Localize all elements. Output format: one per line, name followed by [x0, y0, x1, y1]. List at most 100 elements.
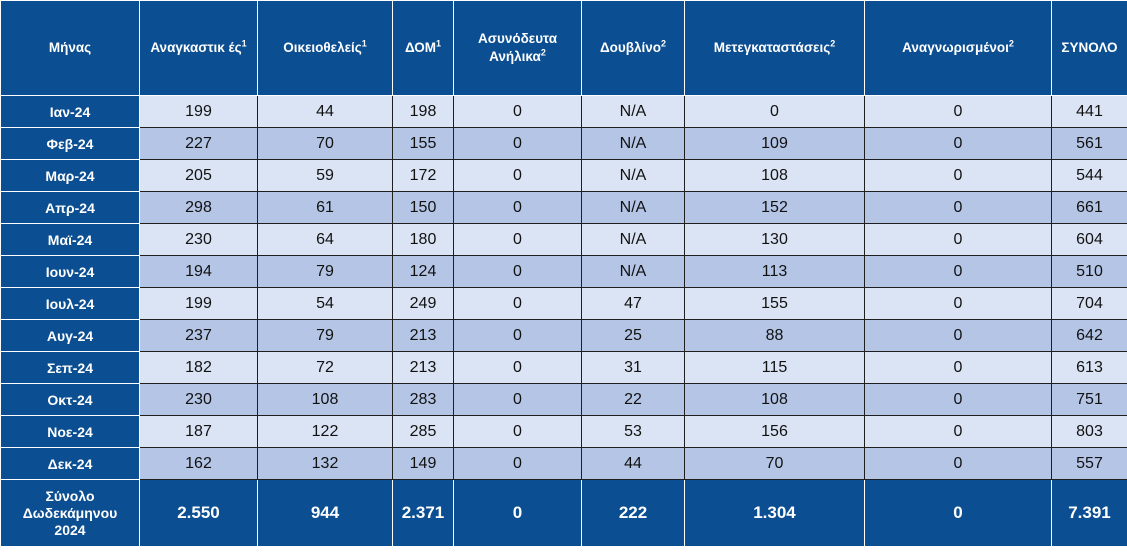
table-cell: 0 — [864, 319, 1052, 352]
table-cell: 70 — [684, 447, 865, 480]
col-header-dublin: Δουβλίνο2 — [581, 0, 685, 96]
table-cell: 72 — [257, 351, 393, 384]
col-header-recognized-label: Αναγνωρισμένοι — [902, 40, 1009, 55]
table-cell: 108 — [684, 383, 865, 416]
table-row: Μαρ-24 205 59 172 0 N/A 108 0 544 — [0, 159, 1127, 192]
table-cell: 0 — [453, 191, 582, 224]
col-header-forced-note: 1 — [241, 38, 247, 49]
table-cell: N/A — [581, 255, 685, 288]
total-cell: 2.371 — [392, 479, 454, 547]
table-cell: 108 — [257, 383, 393, 416]
table-cell: 152 — [684, 191, 865, 224]
table-row: Ιαν-24 199 44 198 0 N/A 0 0 441 — [0, 95, 1127, 128]
table-cell: 199 — [139, 95, 258, 128]
table-cell: 0 — [453, 287, 582, 320]
col-header-dom-note: 1 — [436, 38, 442, 49]
col-header-voluntary-note: 1 — [361, 38, 367, 49]
col-header-voluntary-label: Οικειοθελείς — [283, 40, 362, 55]
row-month-label: Φεβ-24 — [0, 127, 140, 160]
table-cell: 510 — [1051, 255, 1127, 288]
table-cell: 0 — [864, 351, 1052, 384]
table-cell: 155 — [684, 287, 865, 320]
table-cell: 642 — [1051, 319, 1127, 352]
table-cell: 0 — [864, 447, 1052, 480]
row-month-label: Ιαν-24 — [0, 95, 140, 128]
table-cell: 0 — [453, 255, 582, 288]
total-cell: 1.304 — [684, 479, 865, 547]
table-row: Ιουν-24 194 79 124 0 N/A 113 0 510 — [0, 255, 1127, 288]
col-header-relocations-label: Μετεγκαταστάσεις — [713, 40, 831, 55]
table-cell: 25 — [581, 319, 685, 352]
table-row: Σεπ-24 182 72 213 0 31 115 0 613 — [0, 351, 1127, 384]
row-month-label: Δεκ-24 — [0, 447, 140, 480]
table-cell: 0 — [864, 255, 1052, 288]
col-header-total-label: ΣΥΝΟΛΟ — [1061, 40, 1118, 55]
total-row: Σύνολο Δωδεκάμηνου 2024 2.550 944 2.371 … — [0, 479, 1127, 547]
total-label-line3: 2024 — [54, 521, 86, 538]
table-cell: 0 — [684, 95, 865, 128]
table-cell: 0 — [864, 159, 1052, 192]
table-cell: 130 — [684, 223, 865, 256]
table-cell: 70 — [257, 127, 393, 160]
col-header-dom: ΔΟΜ1 — [392, 0, 454, 96]
table-cell: 237 — [139, 319, 258, 352]
table-cell: 0 — [864, 95, 1052, 128]
table-cell: 187 — [139, 415, 258, 448]
table-cell: 180 — [392, 223, 454, 256]
col-header-total: ΣΥΝΟΛΟ — [1051, 0, 1127, 96]
table-cell: 44 — [257, 95, 393, 128]
table-cell: 149 — [392, 447, 454, 480]
total-row-label: Σύνολο Δωδεκάμηνου 2024 — [0, 479, 140, 547]
table-cell: 661 — [1051, 191, 1127, 224]
table-row: Δεκ-24 162 132 149 0 44 70 0 557 — [0, 447, 1127, 480]
table-cell: 132 — [257, 447, 393, 480]
col-header-unaccompanied-label: Ασυνόδευτα Ανήλικα — [478, 31, 557, 64]
row-month-label: Νοε-24 — [0, 415, 140, 448]
table-row: Ιουλ-24 199 54 249 0 47 155 0 704 — [0, 287, 1127, 320]
total-cell: 944 — [257, 479, 393, 547]
table-cell: 0 — [864, 223, 1052, 256]
table-cell: N/A — [581, 95, 685, 128]
table-cell: 0 — [864, 287, 1052, 320]
table-cell: 561 — [1051, 127, 1127, 160]
col-header-relocations-note: 2 — [830, 38, 836, 49]
col-header-relocations: Μετεγκαταστάσεις2 — [684, 0, 865, 96]
header-row: Μήνας Αναγκαστικ ές1 Οικειοθελείς1 ΔΟΜ1 … — [0, 0, 1127, 96]
table-cell: 613 — [1051, 351, 1127, 384]
table-cell: 150 — [392, 191, 454, 224]
table-cell: 59 — [257, 159, 393, 192]
table-row: Απρ-24 298 61 150 0 N/A 152 0 661 — [0, 191, 1127, 224]
table-cell: 199 — [139, 287, 258, 320]
total-cell: 2.550 — [139, 479, 258, 547]
table-cell: 79 — [257, 319, 393, 352]
table-cell: 227 — [139, 127, 258, 160]
row-month-label: Μαρ-24 — [0, 159, 140, 192]
total-cell: 222 — [581, 479, 685, 547]
col-header-forced-label: Αναγκαστικ ές — [150, 40, 242, 55]
table-cell: 156 — [684, 415, 865, 448]
col-header-recognized: Αναγνωρισμένοι2 — [864, 0, 1052, 96]
col-header-month: Μήνας — [0, 0, 140, 96]
table-cell: 108 — [684, 159, 865, 192]
col-header-voluntary: Οικειοθελείς1 — [257, 0, 393, 96]
table-cell: 194 — [139, 255, 258, 288]
table-cell: 230 — [139, 223, 258, 256]
col-header-month-label: Μήνας — [48, 40, 92, 55]
col-header-unaccompanied-note: 2 — [540, 47, 546, 58]
table-cell: 79 — [257, 255, 393, 288]
row-month-label: Μαϊ-24 — [0, 223, 140, 256]
table-cell: 557 — [1051, 447, 1127, 480]
table-cell: 544 — [1051, 159, 1127, 192]
table-cell: 115 — [684, 351, 865, 384]
col-header-unaccompanied: Ασυνόδευτα Ανήλικα2 — [453, 0, 582, 96]
table-row: Φεβ-24 227 70 155 0 N/A 109 0 561 — [0, 127, 1127, 160]
table-cell: 213 — [392, 351, 454, 384]
table-cell: 441 — [1051, 95, 1127, 128]
table-cell: 113 — [684, 255, 865, 288]
table-cell: 0 — [864, 383, 1052, 416]
table-cell: 122 — [257, 415, 393, 448]
row-month-label: Ιουλ-24 — [0, 287, 140, 320]
table-cell: 31 — [581, 351, 685, 384]
row-month-label: Σεπ-24 — [0, 351, 140, 384]
